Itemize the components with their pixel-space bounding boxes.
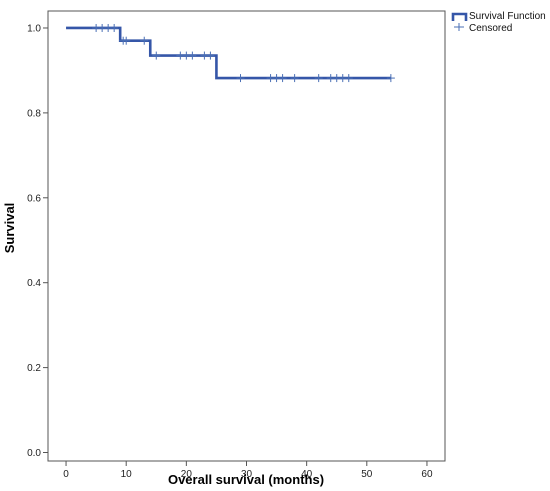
censored-marker [122, 36, 131, 45]
y-tick-label: 0.2 [27, 363, 41, 374]
censored-marker [206, 51, 215, 60]
censored-marker [110, 23, 119, 32]
x-tick-label: 30 [241, 469, 253, 480]
censored-marker [344, 74, 353, 83]
y-axis-ticks: 0.0 0.2 0.4 0.6 0.8 1.0 [27, 23, 48, 459]
censored-marker [188, 51, 197, 60]
y-axis-title: Survival [2, 203, 17, 254]
censored-marker [386, 74, 395, 83]
censored-marker [152, 51, 161, 60]
x-tick-label: 20 [181, 469, 193, 480]
legend-label-censored: Censored [469, 23, 512, 34]
x-axis-title: Overall survival (months) [168, 472, 324, 487]
censored-marker [314, 74, 323, 83]
y-tick-label: 0.0 [27, 448, 41, 459]
y-tick-label: 0.8 [27, 108, 41, 119]
legend-swatch-line [451, 12, 468, 21]
censored-marker [278, 74, 287, 83]
x-tick-label: 50 [361, 469, 373, 480]
censored-marker [290, 74, 299, 83]
y-tick-label: 1.0 [27, 23, 41, 34]
x-axis-ticks: 0 10 20 30 40 50 60 [63, 461, 433, 480]
y-tick-label: 0.4 [27, 278, 41, 289]
y-tick-label: 0.6 [27, 193, 41, 204]
x-tick-label: 40 [301, 469, 313, 480]
x-tick-label: 60 [421, 469, 433, 480]
series-layer [66, 23, 395, 83]
survival-function-line [66, 26, 391, 80]
x-tick-label: 10 [121, 469, 133, 480]
plot-area [47, 10, 446, 462]
censored-marker [236, 74, 245, 83]
x-tick-label: 0 [63, 469, 69, 480]
legend-item-survival-function: Survival Function [451, 11, 546, 22]
censored-marker [140, 36, 149, 45]
legend-label-survival-function: Survival Function [469, 11, 546, 22]
legend-item-censored: Censored [454, 23, 512, 34]
